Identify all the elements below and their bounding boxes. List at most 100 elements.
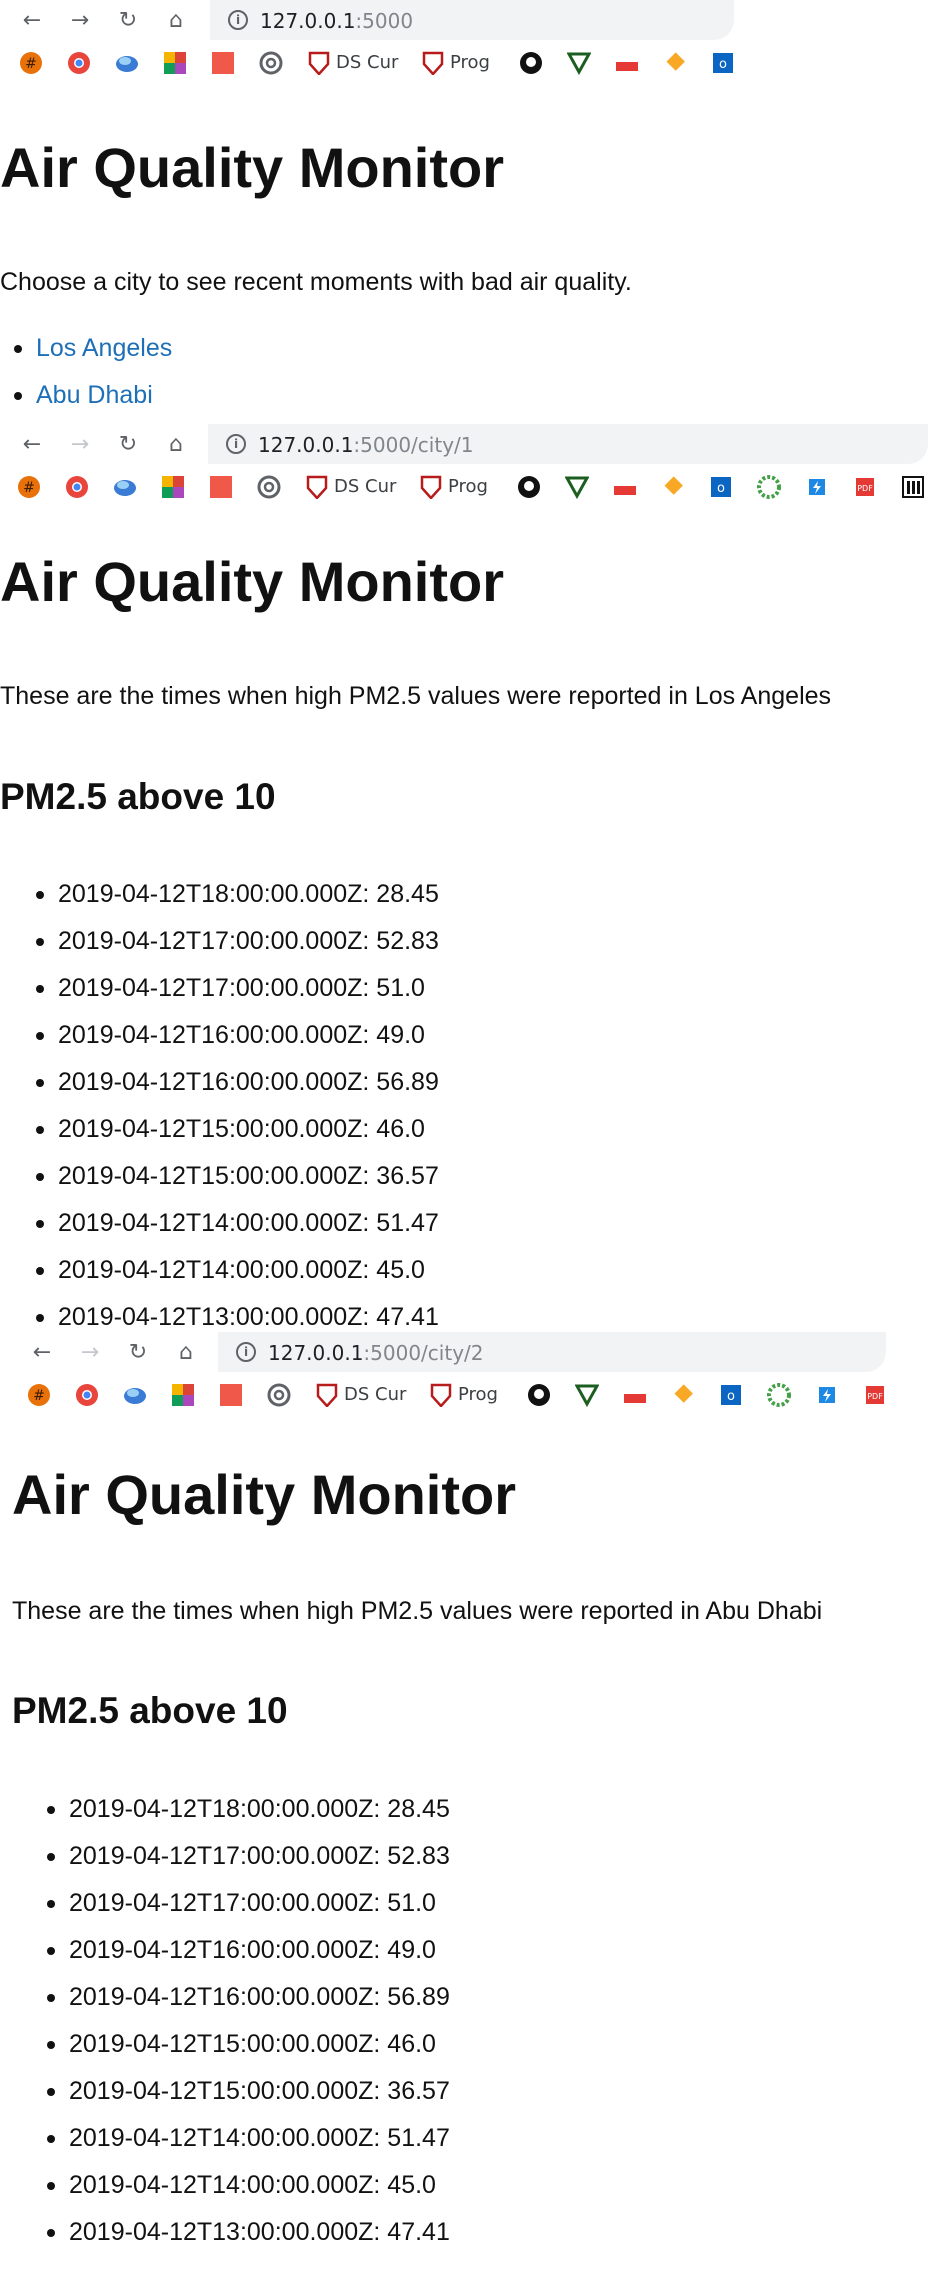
list-item: 2019-04-12T13:00:00.000Z: 47.41 [47, 2217, 450, 2264]
intro-text: Choose a city to see recent moments with… [0, 268, 632, 296]
bookmark-ds-cur[interactable]: DS Cur [344, 1384, 407, 1405]
github-icon[interactable] [518, 50, 544, 76]
pencil-icon[interactable] [670, 1382, 696, 1408]
sunburst-icon[interactable] [756, 474, 782, 500]
chrome-icon[interactable] [74, 1382, 100, 1408]
back-icon[interactable]: ← [32, 1339, 52, 1365]
home-icon[interactable]: ⌂ [169, 431, 183, 457]
url-host: 127.0.0.1 [258, 433, 354, 457]
back-icon[interactable]: ← [22, 431, 42, 457]
svg-text:o: o [717, 481, 725, 496]
pencil-icon[interactable] [660, 474, 686, 500]
checkmark-v-icon[interactable] [574, 1382, 600, 1408]
city-link-abu-dhabi[interactable]: Abu Dhabi [36, 381, 153, 409]
shield-icon[interactable] [420, 50, 446, 76]
github-icon[interactable] [526, 1382, 552, 1408]
list-item: 2019-04-12T14:00:00.000Z: 51.47 [47, 2123, 450, 2170]
github-icon[interactable] [516, 474, 542, 500]
cloud-icon[interactable] [112, 474, 138, 500]
list-item: 2019-04-12T15:00:00.000Z: 36.57 [47, 2076, 450, 2123]
bookmarks-bar: # DS Cur Prog o PDF [10, 1382, 900, 1416]
hashtag-icon[interactable]: # [26, 1382, 52, 1408]
lightning-icon[interactable] [814, 1382, 840, 1408]
address-bar[interactable]: i 127.0.0.1:5000 [210, 0, 734, 40]
city-list: Los Angeles Abu Dhabi [13, 333, 173, 420]
bookmark-prog[interactable]: Prog [448, 476, 488, 497]
readings-list: 2019-04-12T18:00:00.000Z: 28.45 2019-04-… [36, 879, 439, 1332]
info-icon[interactable]: i [236, 1342, 256, 1362]
checkmark-v-icon[interactable] [566, 50, 592, 76]
bookmark-prog[interactable]: Prog [450, 52, 490, 73]
info-icon[interactable]: i [228, 10, 248, 30]
colorful-grid-icon[interactable] [162, 50, 188, 76]
spiral-icon[interactable] [256, 474, 282, 500]
chrome-icon[interactable] [64, 474, 90, 500]
url-path: :5000/city/1 [353, 433, 474, 457]
spiral-icon[interactable] [266, 1382, 292, 1408]
chrome-icon[interactable] [66, 50, 92, 76]
forward-icon[interactable]: → [80, 1339, 100, 1365]
shield-icon[interactable] [428, 1382, 454, 1408]
url-text: 127.0.0.1:5000 [260, 9, 413, 33]
cloud-icon[interactable] [114, 50, 140, 76]
bookmark-prog[interactable]: Prog [458, 1384, 498, 1405]
reload-icon[interactable]: ↻ [128, 1339, 148, 1365]
reload-icon[interactable]: ↻ [118, 431, 138, 457]
colorful-grid-icon[interactable] [160, 474, 186, 500]
address-bar[interactable]: i 127.0.0.1:5000/city/2 [218, 1332, 886, 1372]
home-icon[interactable]: ⌂ [169, 7, 183, 33]
city-link-los-angeles[interactable]: Los Angeles [36, 334, 173, 362]
back-icon[interactable]: ← [22, 7, 42, 33]
hashtag-icon[interactable]: # [18, 50, 44, 76]
pencil-icon[interactable] [662, 50, 688, 76]
svg-text:o: o [719, 57, 727, 72]
section-heading: PM2.5 above 10 [12, 1690, 288, 1731]
outlook-icon[interactable]: o [708, 474, 734, 500]
list-item: Abu Dhabi [13, 380, 172, 420]
list-item: 2019-04-12T14:00:00.000Z: 45.0 [36, 1255, 439, 1302]
svg-text:PDF: PDF [857, 484, 873, 493]
sunburst-icon[interactable] [766, 1382, 792, 1408]
svg-text:o: o [727, 1389, 735, 1404]
outlook-icon[interactable]: o [710, 50, 736, 76]
red-stripe-icon[interactable] [612, 474, 638, 500]
svg-text:PDF: PDF [867, 1392, 883, 1401]
bookmark-ds-cur[interactable]: DS Cur [334, 476, 397, 497]
svg-text:#: # [25, 56, 37, 72]
pdf-icon[interactable]: PDF [852, 474, 878, 500]
colorful-grid-icon[interactable] [170, 1382, 196, 1408]
list-item: 2019-04-12T15:00:00.000Z: 46.0 [47, 2029, 450, 2076]
home-icon[interactable]: ⌂ [179, 1339, 193, 1365]
shield-icon[interactable] [306, 50, 332, 76]
red-stripe-icon[interactable] [622, 1382, 648, 1408]
spiral-icon[interactable] [258, 50, 284, 76]
forward-icon[interactable]: → [70, 431, 90, 457]
page-title: Air Quality Monitor [0, 550, 504, 613]
shield-icon[interactable] [314, 1382, 340, 1408]
lightning-icon[interactable] [804, 474, 830, 500]
shield-icon[interactable] [418, 474, 444, 500]
red-stripe-icon[interactable] [614, 50, 640, 76]
shield-icon[interactable] [304, 474, 330, 500]
list-item: 2019-04-12T17:00:00.000Z: 52.83 [47, 1841, 450, 1888]
list-item: 2019-04-12T14:00:00.000Z: 51.47 [36, 1208, 439, 1255]
building-icon[interactable] [900, 474, 926, 500]
list-item: 2019-04-12T16:00:00.000Z: 56.89 [36, 1067, 439, 1114]
red-square-icon[interactable] [218, 1382, 244, 1408]
url-text: 127.0.0.1:5000/city/1 [258, 433, 474, 457]
address-bar[interactable]: i 127.0.0.1:5000/city/1 [208, 424, 928, 464]
readings-list: 2019-04-12T18:00:00.000Z: 28.45 2019-04-… [47, 1794, 450, 2264]
list-item: 2019-04-12T15:00:00.000Z: 36.57 [36, 1161, 439, 1208]
outlook-icon[interactable]: o [718, 1382, 744, 1408]
reload-icon[interactable]: ↻ [118, 7, 138, 33]
section-heading: PM2.5 above 10 [0, 776, 276, 817]
info-icon[interactable]: i [226, 434, 246, 454]
hashtag-icon[interactable]: # [16, 474, 42, 500]
cloud-icon[interactable] [122, 1382, 148, 1408]
forward-icon[interactable]: → [70, 7, 90, 33]
red-square-icon[interactable] [210, 50, 236, 76]
red-square-icon[interactable] [208, 474, 234, 500]
bookmark-ds-cur[interactable]: DS Cur [336, 52, 399, 73]
pdf-icon[interactable]: PDF [862, 1382, 888, 1408]
checkmark-v-icon[interactable] [564, 474, 590, 500]
